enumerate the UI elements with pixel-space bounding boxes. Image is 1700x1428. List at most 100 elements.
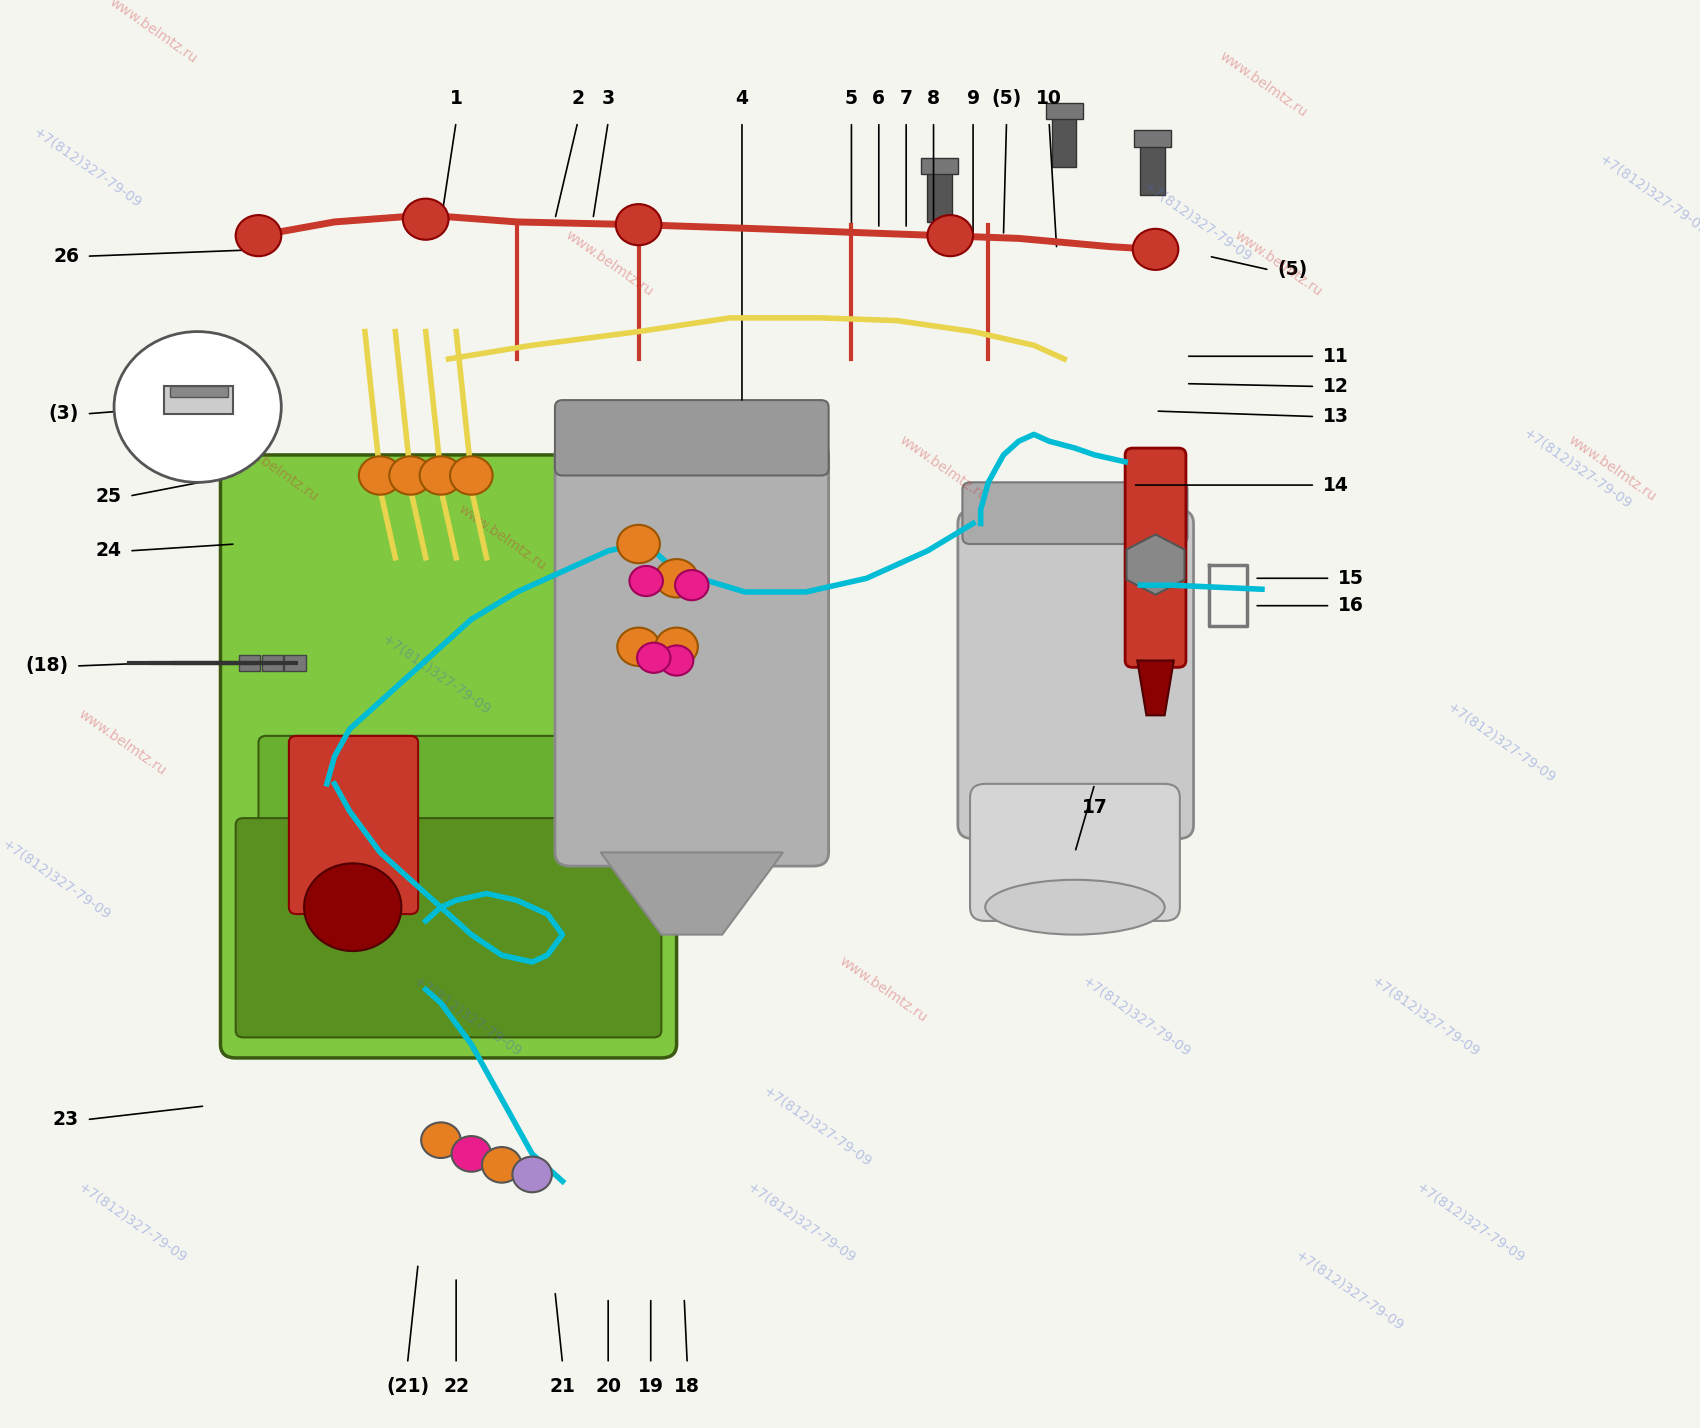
Text: +7(812)327-79-09: +7(812)327-79-09 (745, 1180, 858, 1265)
Text: +7(812)327-79-09: +7(812)327-79-09 (1414, 1180, 1528, 1265)
Text: 24: 24 (95, 541, 122, 560)
Circle shape (617, 526, 660, 563)
Circle shape (114, 331, 280, 483)
Circle shape (452, 1137, 491, 1172)
Text: 25: 25 (95, 487, 122, 506)
Bar (1134, 130, 1171, 147)
Text: (5): (5) (991, 89, 1022, 109)
Text: +7(812)327-79-09: +7(812)327-79-09 (76, 1180, 190, 1265)
Circle shape (638, 643, 670, 673)
Text: +7(812)327-79-09: +7(812)327-79-09 (1520, 426, 1634, 511)
Bar (1052, 113, 1076, 167)
Polygon shape (1137, 661, 1173, 715)
Text: www.belmtz.ru: www.belmtz.ru (456, 501, 549, 573)
Text: 13: 13 (1323, 407, 1348, 426)
Text: 22: 22 (444, 1377, 469, 1397)
Bar (238, 655, 260, 671)
Circle shape (1132, 228, 1178, 270)
Text: www.belmtz.ru: www.belmtz.ru (107, 0, 199, 66)
Text: 4: 4 (736, 89, 748, 109)
Text: +7(812)327-79-09: +7(812)327-79-09 (1596, 151, 1700, 237)
FancyBboxPatch shape (554, 441, 828, 867)
Text: 18: 18 (675, 1377, 700, 1397)
Text: +7(812)327-79-09: +7(812)327-79-09 (1445, 700, 1559, 785)
Text: 23: 23 (53, 1110, 80, 1130)
Text: 6: 6 (872, 89, 886, 109)
Circle shape (236, 216, 280, 256)
Text: (21): (21) (386, 1377, 428, 1397)
Circle shape (359, 457, 401, 494)
Text: +7(812)327-79-09: +7(812)327-79-09 (381, 631, 493, 717)
Circle shape (512, 1157, 552, 1192)
Text: +7(812)327-79-09: +7(812)327-79-09 (1080, 974, 1193, 1060)
Text: www.belmtz.ru: www.belmtz.ru (1566, 433, 1659, 504)
FancyBboxPatch shape (957, 510, 1193, 838)
Polygon shape (600, 853, 784, 934)
Text: www.belmtz.ru: www.belmtz.ru (563, 227, 656, 298)
Text: www.belmtz.ru: www.belmtz.ru (1216, 50, 1309, 120)
Text: +7(812)327-79-09: +7(812)327-79-09 (410, 974, 524, 1060)
Ellipse shape (986, 880, 1164, 934)
Bar (1141, 140, 1164, 194)
Text: www.belmtz.ru: www.belmtz.ru (228, 433, 321, 504)
Text: www.belmtz.ru: www.belmtz.ru (898, 433, 989, 504)
Circle shape (450, 457, 493, 494)
FancyBboxPatch shape (289, 735, 418, 914)
Bar (921, 157, 957, 174)
Circle shape (617, 628, 660, 665)
Text: www.belmtz.ru: www.belmtz.ru (1231, 227, 1324, 298)
Text: (3): (3) (49, 404, 80, 423)
Circle shape (928, 216, 972, 256)
Bar (928, 167, 952, 221)
Bar (262, 655, 282, 671)
Text: 17: 17 (1081, 798, 1108, 817)
Text: www.belmtz.ru: www.belmtz.ru (836, 954, 930, 1025)
Bar (1046, 103, 1083, 119)
Circle shape (675, 570, 709, 600)
Text: 26: 26 (53, 247, 80, 266)
FancyBboxPatch shape (1125, 448, 1187, 667)
Circle shape (403, 198, 449, 240)
FancyBboxPatch shape (221, 456, 677, 1058)
Circle shape (389, 457, 432, 494)
Text: 15: 15 (1338, 568, 1363, 588)
Text: (18): (18) (26, 657, 68, 675)
Text: 11: 11 (1323, 347, 1348, 366)
Text: 2: 2 (571, 89, 585, 109)
Text: 1: 1 (450, 89, 462, 109)
Circle shape (304, 864, 401, 951)
Circle shape (660, 645, 694, 675)
Text: 16: 16 (1338, 595, 1363, 615)
Text: +7(812)327-79-09: +7(812)327-79-09 (31, 124, 144, 210)
Text: 8: 8 (927, 89, 940, 109)
Circle shape (654, 628, 699, 665)
Text: 7: 7 (899, 89, 913, 109)
Bar (284, 655, 306, 671)
Text: 3: 3 (602, 89, 615, 109)
Text: 5: 5 (845, 89, 858, 109)
Text: 14: 14 (1323, 476, 1348, 494)
Text: 9: 9 (967, 89, 979, 109)
Text: 12: 12 (1323, 377, 1348, 396)
Text: +7(812)327-79-09: +7(812)327-79-09 (1292, 1248, 1406, 1334)
Text: 19: 19 (638, 1377, 663, 1397)
Bar (165, 387, 233, 414)
FancyBboxPatch shape (962, 483, 1188, 544)
Text: 20: 20 (595, 1377, 620, 1397)
Text: 21: 21 (549, 1377, 576, 1397)
Circle shape (629, 565, 663, 595)
Circle shape (654, 560, 699, 597)
Circle shape (422, 1122, 461, 1158)
Circle shape (420, 457, 462, 494)
FancyBboxPatch shape (554, 400, 828, 476)
Circle shape (615, 204, 661, 246)
Text: +7(812)327-79-09: +7(812)327-79-09 (1141, 178, 1255, 264)
Circle shape (483, 1147, 522, 1182)
Bar (170, 387, 228, 397)
Text: +7(812)327-79-09: +7(812)327-79-09 (0, 837, 114, 922)
Text: (5): (5) (1277, 260, 1307, 280)
FancyBboxPatch shape (971, 784, 1180, 921)
FancyBboxPatch shape (236, 818, 661, 1037)
Text: +7(812)327-79-09: +7(812)327-79-09 (760, 1084, 874, 1170)
Text: www.belmtz.ru: www.belmtz.ru (76, 707, 168, 778)
